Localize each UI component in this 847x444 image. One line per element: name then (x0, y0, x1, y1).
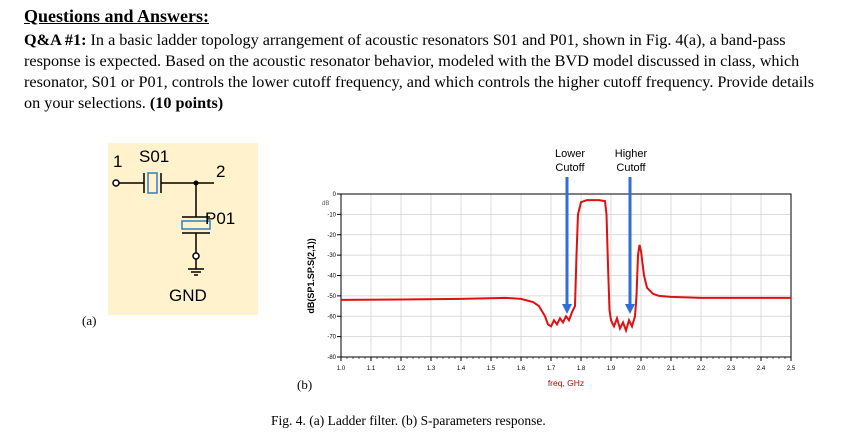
ground-icon (188, 268, 204, 276)
circuit-schematic (112, 172, 214, 276)
x-tick-label: 1.5 (487, 366, 496, 372)
x-axis-label: freq, GHz (548, 378, 584, 388)
x-axis-ticks: 1.0 1.1 1.2 1.3 1.4 1.5 1.6 1.7 1.8 1.9 2.0 2.1 2.2 2… (337, 357, 796, 372)
y-unit-label: dB (322, 201, 329, 207)
y-tick-label: -40 (327, 274, 336, 280)
x-tick-label: 1.6 (517, 366, 526, 372)
panel-a-label: (a) (82, 313, 97, 328)
port-1-label: 1 (113, 152, 123, 171)
question-body: In a basic ladder topology arrangement o… (24, 31, 815, 112)
lower-cutoff-line1: Lower (555, 148, 585, 160)
x-tick-label: 1.8 (577, 366, 586, 372)
x-tick-label: 2.0 (637, 366, 646, 372)
s01-label: S01 (139, 147, 170, 166)
p01-label: P01 (205, 209, 236, 228)
y-tick-label: -50 (327, 294, 336, 300)
question-points: (10 points) (149, 94, 224, 112)
x-tick-label: 1.1 (367, 366, 376, 372)
x-tick-label: 2.1 (667, 366, 676, 372)
y-tick-label: 0 (333, 192, 337, 198)
x-tick-label: 1.3 (427, 366, 436, 372)
y-tick-label: -80 (327, 355, 336, 361)
higher-cutoff-annotation: Higher Cutoff (609, 147, 653, 175)
x-tick-label: 1.9 (607, 366, 616, 372)
y-axis-ticks: 0 -10 -20 -30 -40 -50 -60 -70 -80 (327, 192, 341, 361)
lower-cutoff-arrow (562, 177, 572, 314)
x-tick-label: 2.5 (787, 366, 796, 372)
y-tick-label: -20 (327, 233, 336, 239)
figure-caption: Fig. 4. (a) Ladder filter. (b) S-paramet… (271, 413, 546, 428)
lower-cutoff-annotation: Lower Cutoff (551, 147, 589, 175)
s21-trace (340, 199, 791, 334)
x-tick-label: 1.2 (397, 366, 406, 372)
y-tick-label: -70 (327, 335, 336, 341)
x-tick-label: 2.4 (757, 366, 766, 372)
question-text: Q&A #1: In a basic ladder topology arran… (24, 30, 824, 114)
question-label: Q&A #1: (24, 31, 87, 49)
x-tick-label: 2.2 (697, 366, 706, 372)
y-tick-label: -30 (327, 253, 336, 259)
panel-b-label: (b) (297, 377, 313, 392)
port-2-label: 2 (216, 162, 226, 181)
higher-cutoff-line2: Cutoff (616, 162, 646, 174)
higher-cutoff-line1: Higher (614, 148, 648, 160)
section-heading: Questions and Answers: (24, 6, 210, 26)
y-tick-label: -60 (327, 314, 336, 320)
ladder-filter-diagram: S01 P01 GND (108, 143, 258, 315)
lower-cutoff-line2: Cutoff (555, 162, 585, 174)
x-tick-label: 1.4 (457, 366, 466, 372)
x-tick-label: 1.0 (337, 366, 346, 372)
higher-cutoff-arrow (625, 177, 635, 314)
x-tick-label: 2.3 (727, 366, 736, 372)
y-tick-label: -10 (327, 212, 336, 218)
x-tick-label: 1.7 (547, 366, 556, 372)
y-axis-label: dB(SP1.SP.S(2,1)) (306, 238, 316, 313)
gnd-label: GND (169, 286, 207, 305)
